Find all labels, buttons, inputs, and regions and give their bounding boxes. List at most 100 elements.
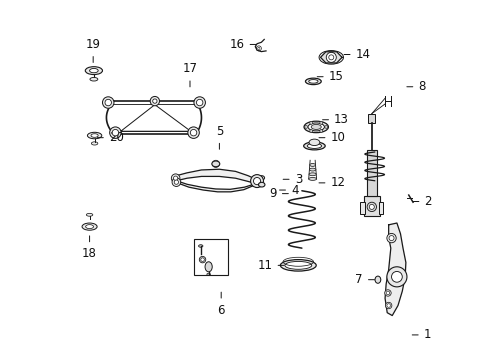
Bar	[378, 202, 383, 214]
Circle shape	[212, 160, 219, 167]
Ellipse shape	[82, 223, 97, 230]
Circle shape	[328, 55, 333, 60]
Ellipse shape	[89, 68, 98, 73]
Circle shape	[319, 121, 322, 124]
Ellipse shape	[91, 134, 98, 137]
Ellipse shape	[303, 142, 325, 150]
Ellipse shape	[204, 262, 212, 272]
Circle shape	[152, 99, 157, 103]
Polygon shape	[176, 169, 255, 184]
Circle shape	[112, 130, 119, 136]
Circle shape	[171, 174, 180, 183]
Circle shape	[309, 130, 312, 132]
Circle shape	[250, 175, 263, 188]
Polygon shape	[176, 181, 255, 192]
Text: 2: 2	[424, 195, 431, 208]
Circle shape	[172, 178, 180, 186]
Text: 1: 1	[423, 328, 430, 341]
Circle shape	[375, 278, 379, 282]
Circle shape	[309, 121, 312, 124]
Ellipse shape	[85, 67, 102, 75]
Ellipse shape	[86, 213, 93, 216]
Circle shape	[386, 291, 389, 295]
Ellipse shape	[308, 177, 316, 180]
Bar	[360, 202, 364, 214]
Circle shape	[190, 130, 196, 136]
Ellipse shape	[308, 139, 319, 145]
Circle shape	[385, 302, 391, 309]
Circle shape	[194, 97, 205, 108]
Ellipse shape	[258, 176, 264, 180]
Ellipse shape	[307, 123, 324, 131]
Polygon shape	[320, 52, 341, 63]
Bar	[194, 239, 228, 275]
Ellipse shape	[310, 125, 321, 130]
Circle shape	[256, 46, 261, 51]
Ellipse shape	[308, 173, 316, 176]
Circle shape	[199, 256, 205, 263]
Bar	[363, 196, 379, 216]
Circle shape	[196, 99, 203, 106]
Circle shape	[386, 267, 406, 287]
Circle shape	[102, 97, 114, 108]
Circle shape	[324, 126, 327, 129]
Circle shape	[386, 304, 389, 307]
Circle shape	[366, 202, 376, 212]
Text: 19: 19	[85, 38, 101, 51]
Circle shape	[319, 130, 322, 132]
Text: 18: 18	[82, 247, 97, 260]
Ellipse shape	[85, 225, 93, 229]
Circle shape	[386, 233, 395, 243]
Text: 17: 17	[182, 62, 197, 75]
Circle shape	[388, 235, 393, 240]
Text: 10: 10	[330, 131, 345, 144]
Text: 9: 9	[269, 187, 276, 200]
Circle shape	[391, 271, 402, 282]
Circle shape	[368, 204, 373, 210]
Text: 16: 16	[229, 38, 244, 51]
Circle shape	[214, 162, 217, 166]
Text: 5: 5	[215, 125, 223, 138]
Text: 15: 15	[328, 70, 343, 83]
Text: 3: 3	[294, 173, 302, 186]
Text: 7: 7	[355, 273, 362, 286]
Ellipse shape	[306, 143, 321, 148]
Ellipse shape	[198, 245, 203, 247]
Ellipse shape	[206, 273, 210, 275]
Ellipse shape	[309, 168, 315, 171]
Circle shape	[325, 52, 336, 62]
Circle shape	[105, 99, 111, 106]
Circle shape	[173, 176, 178, 180]
Ellipse shape	[90, 77, 98, 81]
Circle shape	[253, 177, 260, 185]
Ellipse shape	[258, 182, 264, 187]
Ellipse shape	[305, 78, 321, 85]
Text: 12: 12	[330, 176, 345, 189]
Circle shape	[174, 180, 178, 184]
Circle shape	[201, 258, 204, 261]
Ellipse shape	[91, 142, 98, 145]
Circle shape	[374, 277, 380, 283]
Text: 13: 13	[333, 113, 348, 126]
Text: 6: 6	[217, 304, 224, 317]
Text: 4: 4	[290, 184, 298, 197]
Ellipse shape	[374, 276, 380, 283]
Circle shape	[304, 126, 307, 129]
Ellipse shape	[309, 163, 315, 166]
Circle shape	[187, 127, 199, 138]
Circle shape	[384, 290, 390, 296]
Circle shape	[257, 47, 260, 49]
Ellipse shape	[308, 80, 317, 83]
Ellipse shape	[87, 132, 102, 139]
Ellipse shape	[211, 161, 219, 167]
Circle shape	[109, 127, 121, 138]
Ellipse shape	[304, 121, 328, 133]
Text: 14: 14	[355, 48, 370, 61]
Ellipse shape	[280, 260, 316, 271]
Bar	[366, 149, 376, 196]
Text: 20: 20	[109, 131, 123, 144]
Bar	[367, 114, 375, 123]
Text: 11: 11	[257, 259, 272, 272]
Polygon shape	[384, 223, 405, 316]
Ellipse shape	[285, 261, 311, 269]
